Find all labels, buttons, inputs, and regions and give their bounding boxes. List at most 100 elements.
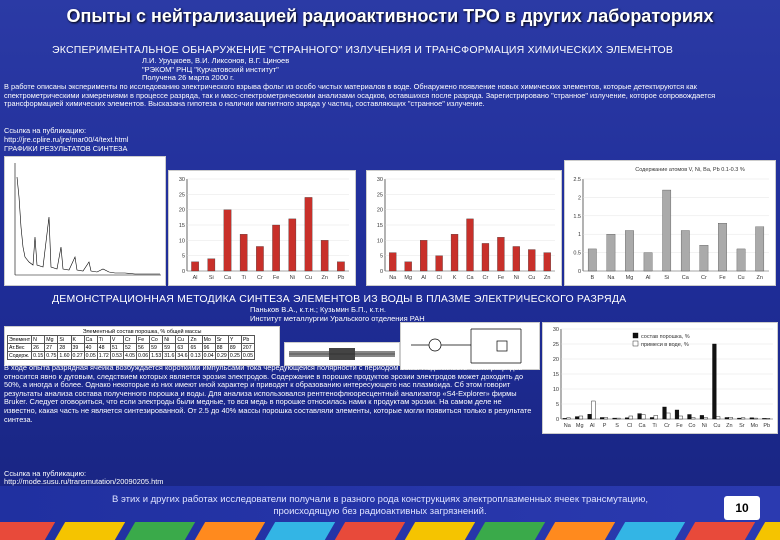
table-cell: 0.75 <box>44 351 59 360</box>
circuit-diagram <box>400 322 540 370</box>
x-tick-label: Ni <box>514 275 519 281</box>
section1-link-label: Ссылка на публикацию: <box>4 126 87 135</box>
y-tick-label: 1 <box>578 232 581 238</box>
table-cell: 0.29 <box>214 351 229 360</box>
legend-swatch <box>632 340 639 347</box>
x-tick-label: S <box>615 423 619 429</box>
chart-mid: 0 5 10 15 20 25 30 Al Si Ca Ti Cr Fe Ni Cu Zn Pb <box>179 177 349 281</box>
table-cell: 96 <box>201 343 216 352</box>
bar <box>662 406 667 420</box>
table-cell: 0.05 <box>240 351 256 360</box>
x-tick-label: Ci <box>436 275 441 281</box>
x-tick-label: Cr <box>664 423 670 429</box>
table-cell: Ti <box>96 335 111 344</box>
bar <box>765 418 771 420</box>
bar <box>562 418 567 420</box>
bar <box>680 230 690 272</box>
table-cell: Cu <box>175 335 190 344</box>
table-cell: Элемент <box>6 335 33 344</box>
table-cell: 1.53 <box>149 351 164 360</box>
electrode-image <box>284 342 400 366</box>
section2-heading: ДЕМОНСТРАЦИОННАЯ МЕТОДИКА СИНТЕЗА ЭЛЕМЕН… <box>52 293 627 305</box>
bar <box>606 234 616 272</box>
table-cell: Mo <box>201 335 216 344</box>
y-tick-label: 30 <box>553 327 559 333</box>
y-tick-label: 5 <box>380 254 383 260</box>
section1-link[interactable]: http://jre.cplire.ru/jre/mar00/4/text.ht… <box>4 135 129 144</box>
section2-authors: Паньков В.А., к.т.н.; Кузьмин Б.П., к.т.… <box>250 305 425 323</box>
y-tick-label: 25 <box>553 342 559 348</box>
table-cell: 51 <box>109 343 124 352</box>
x-tick-label: Cr <box>257 275 263 281</box>
bar <box>420 240 428 272</box>
y-tick-label: 5 <box>556 402 559 408</box>
table-cell: 0.05 <box>83 351 98 360</box>
bar <box>435 255 443 272</box>
y-tick-label: 15 <box>179 223 185 229</box>
x-tick-label: P <box>603 423 607 429</box>
x-tick-label: B <box>590 275 594 281</box>
table-cell: 89 <box>227 343 242 352</box>
y-tick-label: 30 <box>179 177 185 183</box>
bar <box>587 413 592 420</box>
bar <box>666 412 671 420</box>
page-number: 10 <box>724 496 760 520</box>
x-tick-label: Fe <box>498 275 504 281</box>
bar <box>637 413 642 420</box>
bar <box>712 343 717 420</box>
bar <box>718 223 727 272</box>
bar <box>512 246 520 272</box>
x-tick-label: Ni <box>290 275 295 281</box>
x-tick-label: Fe <box>719 275 725 281</box>
x-tick-label: Cu <box>738 275 745 281</box>
table-cell: 0.25 <box>227 351 242 360</box>
chart-mid2-panel: 0 5 10 15 20 25 30 Na Mg Al Ci K Ca Cr Fe Ni Cu Zn <box>366 170 562 286</box>
table-row: Содерж. 0.15 0.75 1.60 0.27 0.05 1.72 0.53 4.05 0… <box>6 351 256 360</box>
x-tick-label: Ca <box>466 275 474 281</box>
bar <box>543 252 551 272</box>
table-cell: 27 <box>44 343 59 352</box>
bar <box>207 258 216 272</box>
x-tick-label: K <box>453 275 457 281</box>
bar <box>578 415 584 420</box>
bar <box>649 417 655 420</box>
bar <box>641 414 646 420</box>
bar <box>223 209 232 272</box>
bar <box>687 414 692 420</box>
section1-authors: Л.И. Уруцкоев, В.И. Ликсонов, В.Г. Циное… <box>142 56 289 83</box>
table-cell: 59 <box>162 343 177 352</box>
bar <box>728 416 733 420</box>
table-cell: V <box>109 335 124 344</box>
x-tick-label: Ni <box>702 423 707 429</box>
x-tick-label: Cu <box>713 423 720 429</box>
bar <box>691 417 696 420</box>
decorative-stripes <box>0 522 780 540</box>
x-tick-label: Zn <box>321 275 327 281</box>
chart-bottom: 0 5 10 15 20 25 30 Na Mg Al P S Cl Ca Ti Cr Fe Co Ni Cu Zn Sr… <box>553 327 773 429</box>
x-tick-label: Sr <box>739 423 745 429</box>
y-tick-label: 2.5 <box>573 177 581 183</box>
x-tick-label: Na <box>607 275 615 281</box>
spectrum-graph <box>4 156 166 286</box>
bar <box>304 197 313 272</box>
y-tick-label: 20 <box>377 208 383 214</box>
section2-link-label: Ссылка на публикацию: <box>4 469 87 478</box>
table-cell: 0.13 <box>188 351 203 360</box>
chart-mid2: 0 5 10 15 20 25 30 Na Mg Al Ci K Ca Cr Fe Ni Cu Zn <box>377 177 555 281</box>
chart-right: 0 0.5 1 1.5 2 2.5 B Na Mg Al Si Ca Cr Fe Cu Zn Содержани… <box>573 167 769 281</box>
chart-bottom-panel: 0 5 10 15 20 25 30 Na Mg Al P S Cl Ca Ti Cr Fe Co Ni Cu Zn Sr… <box>542 322 778 434</box>
x-tick-label: Mg <box>576 423 584 429</box>
y-tick-label: 10 <box>377 238 383 244</box>
table-cell: Si <box>57 335 72 344</box>
bar <box>466 218 474 272</box>
x-tick-label: Al <box>421 275 426 281</box>
x-tick-label: Na <box>389 275 397 281</box>
bar <box>528 249 536 272</box>
y-tick-label: 15 <box>553 372 559 378</box>
table-cell: 1.60 <box>57 351 72 360</box>
table-cell: Mg <box>44 335 59 344</box>
section2-link[interactable]: http://mode.susu.ru/transmutation/200902… <box>4 477 164 486</box>
x-tick-label: Cu <box>305 275 312 281</box>
table-cell: 0.04 <box>201 351 216 360</box>
y-tick-label: 5 <box>182 254 185 260</box>
